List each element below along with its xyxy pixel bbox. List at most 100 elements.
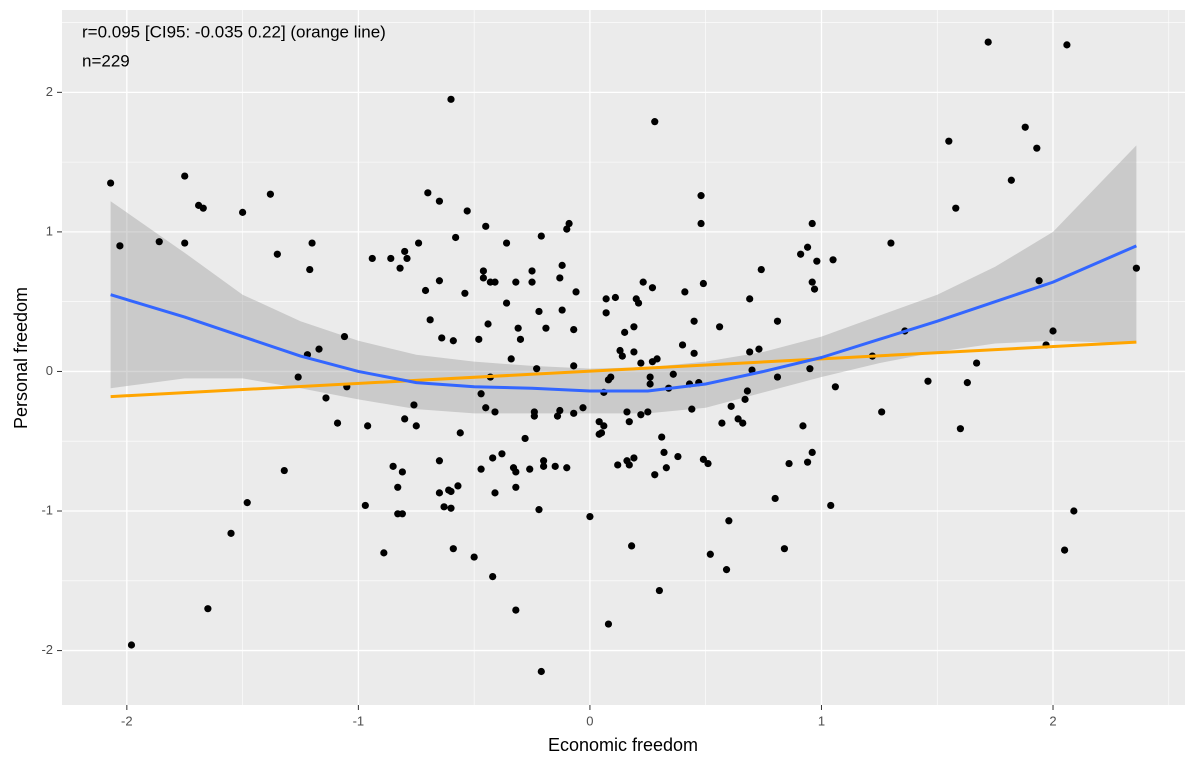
point [542,324,550,332]
point [773,317,782,325]
point [565,219,573,228]
point [771,494,779,503]
point [1070,507,1078,515]
point [394,483,402,491]
point [364,422,372,430]
point [308,239,316,247]
point [512,606,520,614]
point [491,408,499,416]
point [533,365,541,373]
point [827,501,835,510]
point [973,359,981,367]
y-tick-label: -2 [41,642,53,657]
point [537,232,545,240]
point [602,295,610,303]
point [810,285,819,293]
point [530,408,538,416]
point [630,454,638,462]
point [410,401,418,409]
annotation: r=0.095 [CI95: -0.035 0.22] (orange line… [82,22,386,41]
point [368,254,376,263]
point [628,542,636,550]
point [602,309,610,317]
point [570,409,578,417]
point [639,278,647,286]
point [155,238,163,246]
point [727,402,735,410]
point [482,404,490,412]
point [340,332,349,341]
point [380,549,388,557]
point [1021,123,1029,131]
point [512,278,520,286]
point [644,408,652,416]
point [396,264,404,272]
point [634,299,643,307]
point [706,550,714,558]
point [572,288,580,296]
point [107,179,115,187]
point [653,355,661,363]
point [475,335,483,343]
point [1007,176,1015,184]
point [757,265,765,274]
point [333,419,342,427]
point [482,222,490,230]
point [512,468,520,476]
point [1063,41,1071,49]
point [424,189,432,197]
point [646,373,654,381]
point [563,464,571,472]
point [704,459,712,468]
point [773,373,782,381]
point [743,387,751,395]
point [660,448,668,456]
point [755,345,763,353]
point [651,118,659,126]
y-tick-label: 1 [46,223,53,238]
point [803,243,812,251]
point [625,418,633,426]
point [456,429,464,437]
point [227,529,235,537]
point [718,419,726,427]
point [963,379,971,387]
point [477,390,485,398]
point [797,250,805,258]
point [637,411,645,419]
point [699,279,707,288]
point [239,208,247,216]
point [785,459,793,468]
point [579,404,587,412]
point [945,137,953,145]
point [521,434,529,443]
x-tick-label: -1 [353,713,365,728]
point [435,457,444,465]
point [537,667,545,676]
point [199,204,207,212]
point [322,394,330,402]
point [878,408,886,416]
point [678,341,687,349]
point [984,38,992,46]
point [646,380,654,388]
point [361,501,369,510]
point [829,256,837,264]
point [558,306,566,314]
point [808,448,816,456]
point [715,323,724,331]
point [181,172,189,180]
point [401,247,409,256]
point [535,307,543,316]
point [479,274,488,282]
point [403,254,411,263]
point [813,257,821,265]
point [181,239,189,247]
point [438,334,446,342]
point [607,373,615,381]
point [401,415,409,423]
point [725,517,733,525]
point [204,605,212,613]
point [553,412,562,420]
